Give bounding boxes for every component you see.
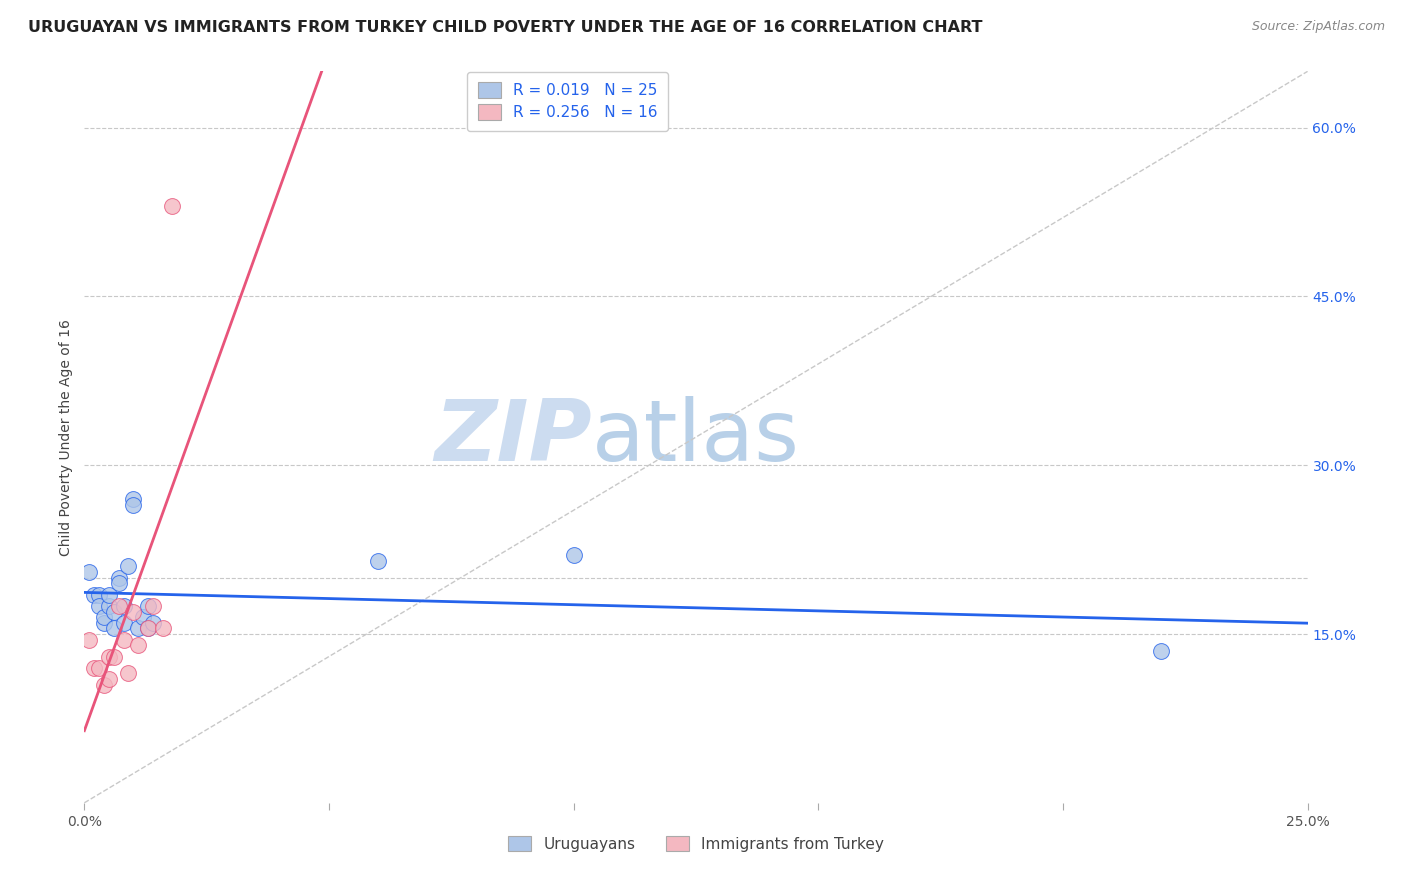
Text: atlas: atlas <box>592 395 800 479</box>
Point <box>117 559 139 574</box>
Point <box>142 615 165 630</box>
Point <box>107 576 129 591</box>
Point <box>103 621 125 635</box>
Point <box>93 610 115 624</box>
Point <box>136 621 159 635</box>
Point <box>162 199 184 213</box>
Point <box>112 632 135 647</box>
Point <box>77 565 100 579</box>
Point <box>87 588 110 602</box>
Point <box>122 498 145 512</box>
Point <box>103 605 125 619</box>
Point <box>93 615 115 630</box>
Point <box>122 605 145 619</box>
Point <box>97 599 120 613</box>
Point <box>152 621 174 635</box>
Point <box>83 661 105 675</box>
Point <box>142 599 165 613</box>
Point <box>97 672 120 686</box>
Point <box>367 554 389 568</box>
Point <box>132 610 155 624</box>
Point <box>112 615 135 630</box>
Point <box>77 632 100 647</box>
Point <box>93 678 115 692</box>
Text: ZIP: ZIP <box>434 395 592 479</box>
Point <box>97 649 120 664</box>
Point <box>127 621 149 635</box>
Point <box>1150 644 1173 658</box>
Point <box>87 661 110 675</box>
Point <box>562 548 585 562</box>
Point <box>103 649 125 664</box>
Point <box>107 571 129 585</box>
Point <box>112 599 135 613</box>
Y-axis label: Child Poverty Under the Age of 16: Child Poverty Under the Age of 16 <box>59 318 73 556</box>
Point <box>122 491 145 506</box>
Point <box>97 588 120 602</box>
Legend: Uruguayans, Immigrants from Turkey: Uruguayans, Immigrants from Turkey <box>499 827 893 861</box>
Point <box>136 621 159 635</box>
Point <box>87 599 110 613</box>
Point <box>117 666 139 681</box>
Point <box>107 599 129 613</box>
Point <box>136 599 159 613</box>
Text: URUGUAYAN VS IMMIGRANTS FROM TURKEY CHILD POVERTY UNDER THE AGE OF 16 CORRELATIO: URUGUAYAN VS IMMIGRANTS FROM TURKEY CHIL… <box>28 20 983 35</box>
Point <box>83 588 105 602</box>
Text: Source: ZipAtlas.com: Source: ZipAtlas.com <box>1251 20 1385 33</box>
Point <box>127 638 149 652</box>
